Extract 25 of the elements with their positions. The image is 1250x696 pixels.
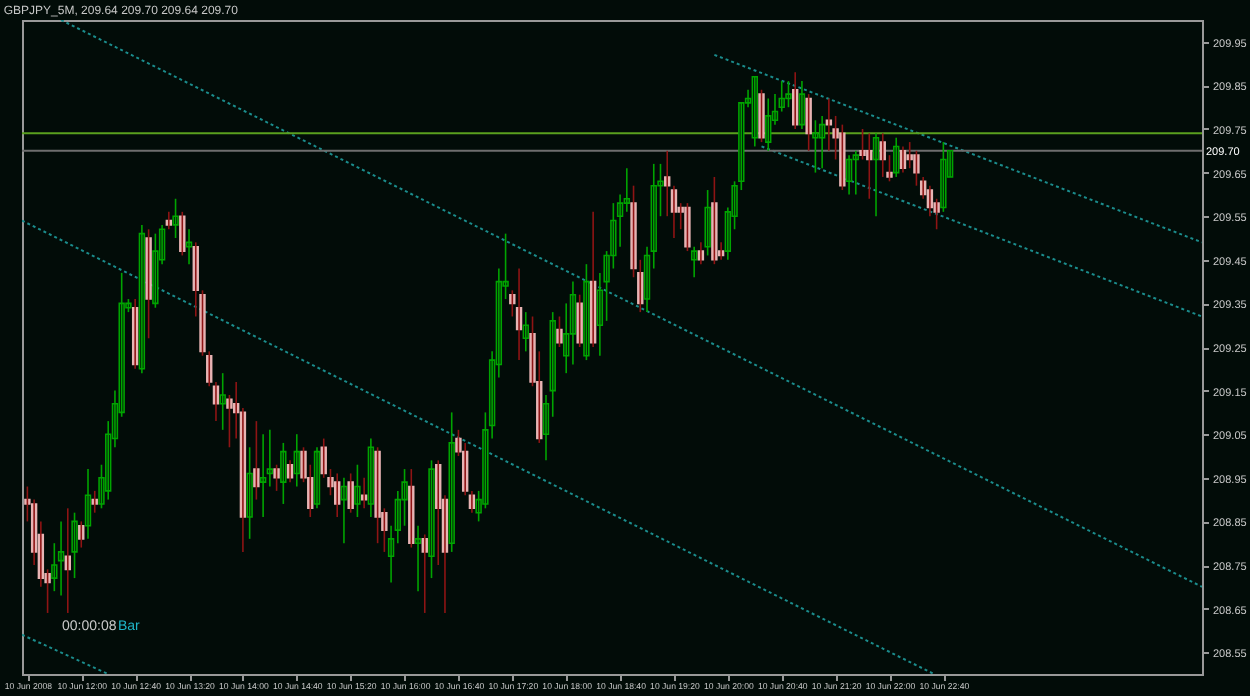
candlestick: [347, 472, 354, 514]
candlestick: [684, 202, 691, 252]
candlestick: [812, 119, 819, 174]
candlestick: [758, 88, 765, 143]
candlestick: [273, 463, 280, 492]
candlestick: [172, 197, 179, 239]
candlestick: [374, 446, 381, 544]
candlestick: [785, 80, 792, 108]
candlestick: [839, 123, 846, 191]
candlestick: [805, 93, 812, 152]
candlestick: [71, 511, 78, 579]
candlestick: [704, 189, 711, 257]
candlestick: [428, 459, 435, 579]
candlestick: [556, 315, 563, 348]
candlestick: [246, 446, 253, 540]
candlestick: [152, 232, 159, 309]
candlestick: [145, 228, 152, 340]
candlestick: [913, 150, 920, 187]
candlestick: [711, 176, 718, 265]
candlestick: [583, 263, 590, 361]
candlestick: [940, 141, 947, 213]
candlestick: [253, 420, 260, 501]
candlestick: [576, 293, 583, 348]
candlestick: [280, 442, 287, 505]
candlestick: [354, 463, 361, 518]
